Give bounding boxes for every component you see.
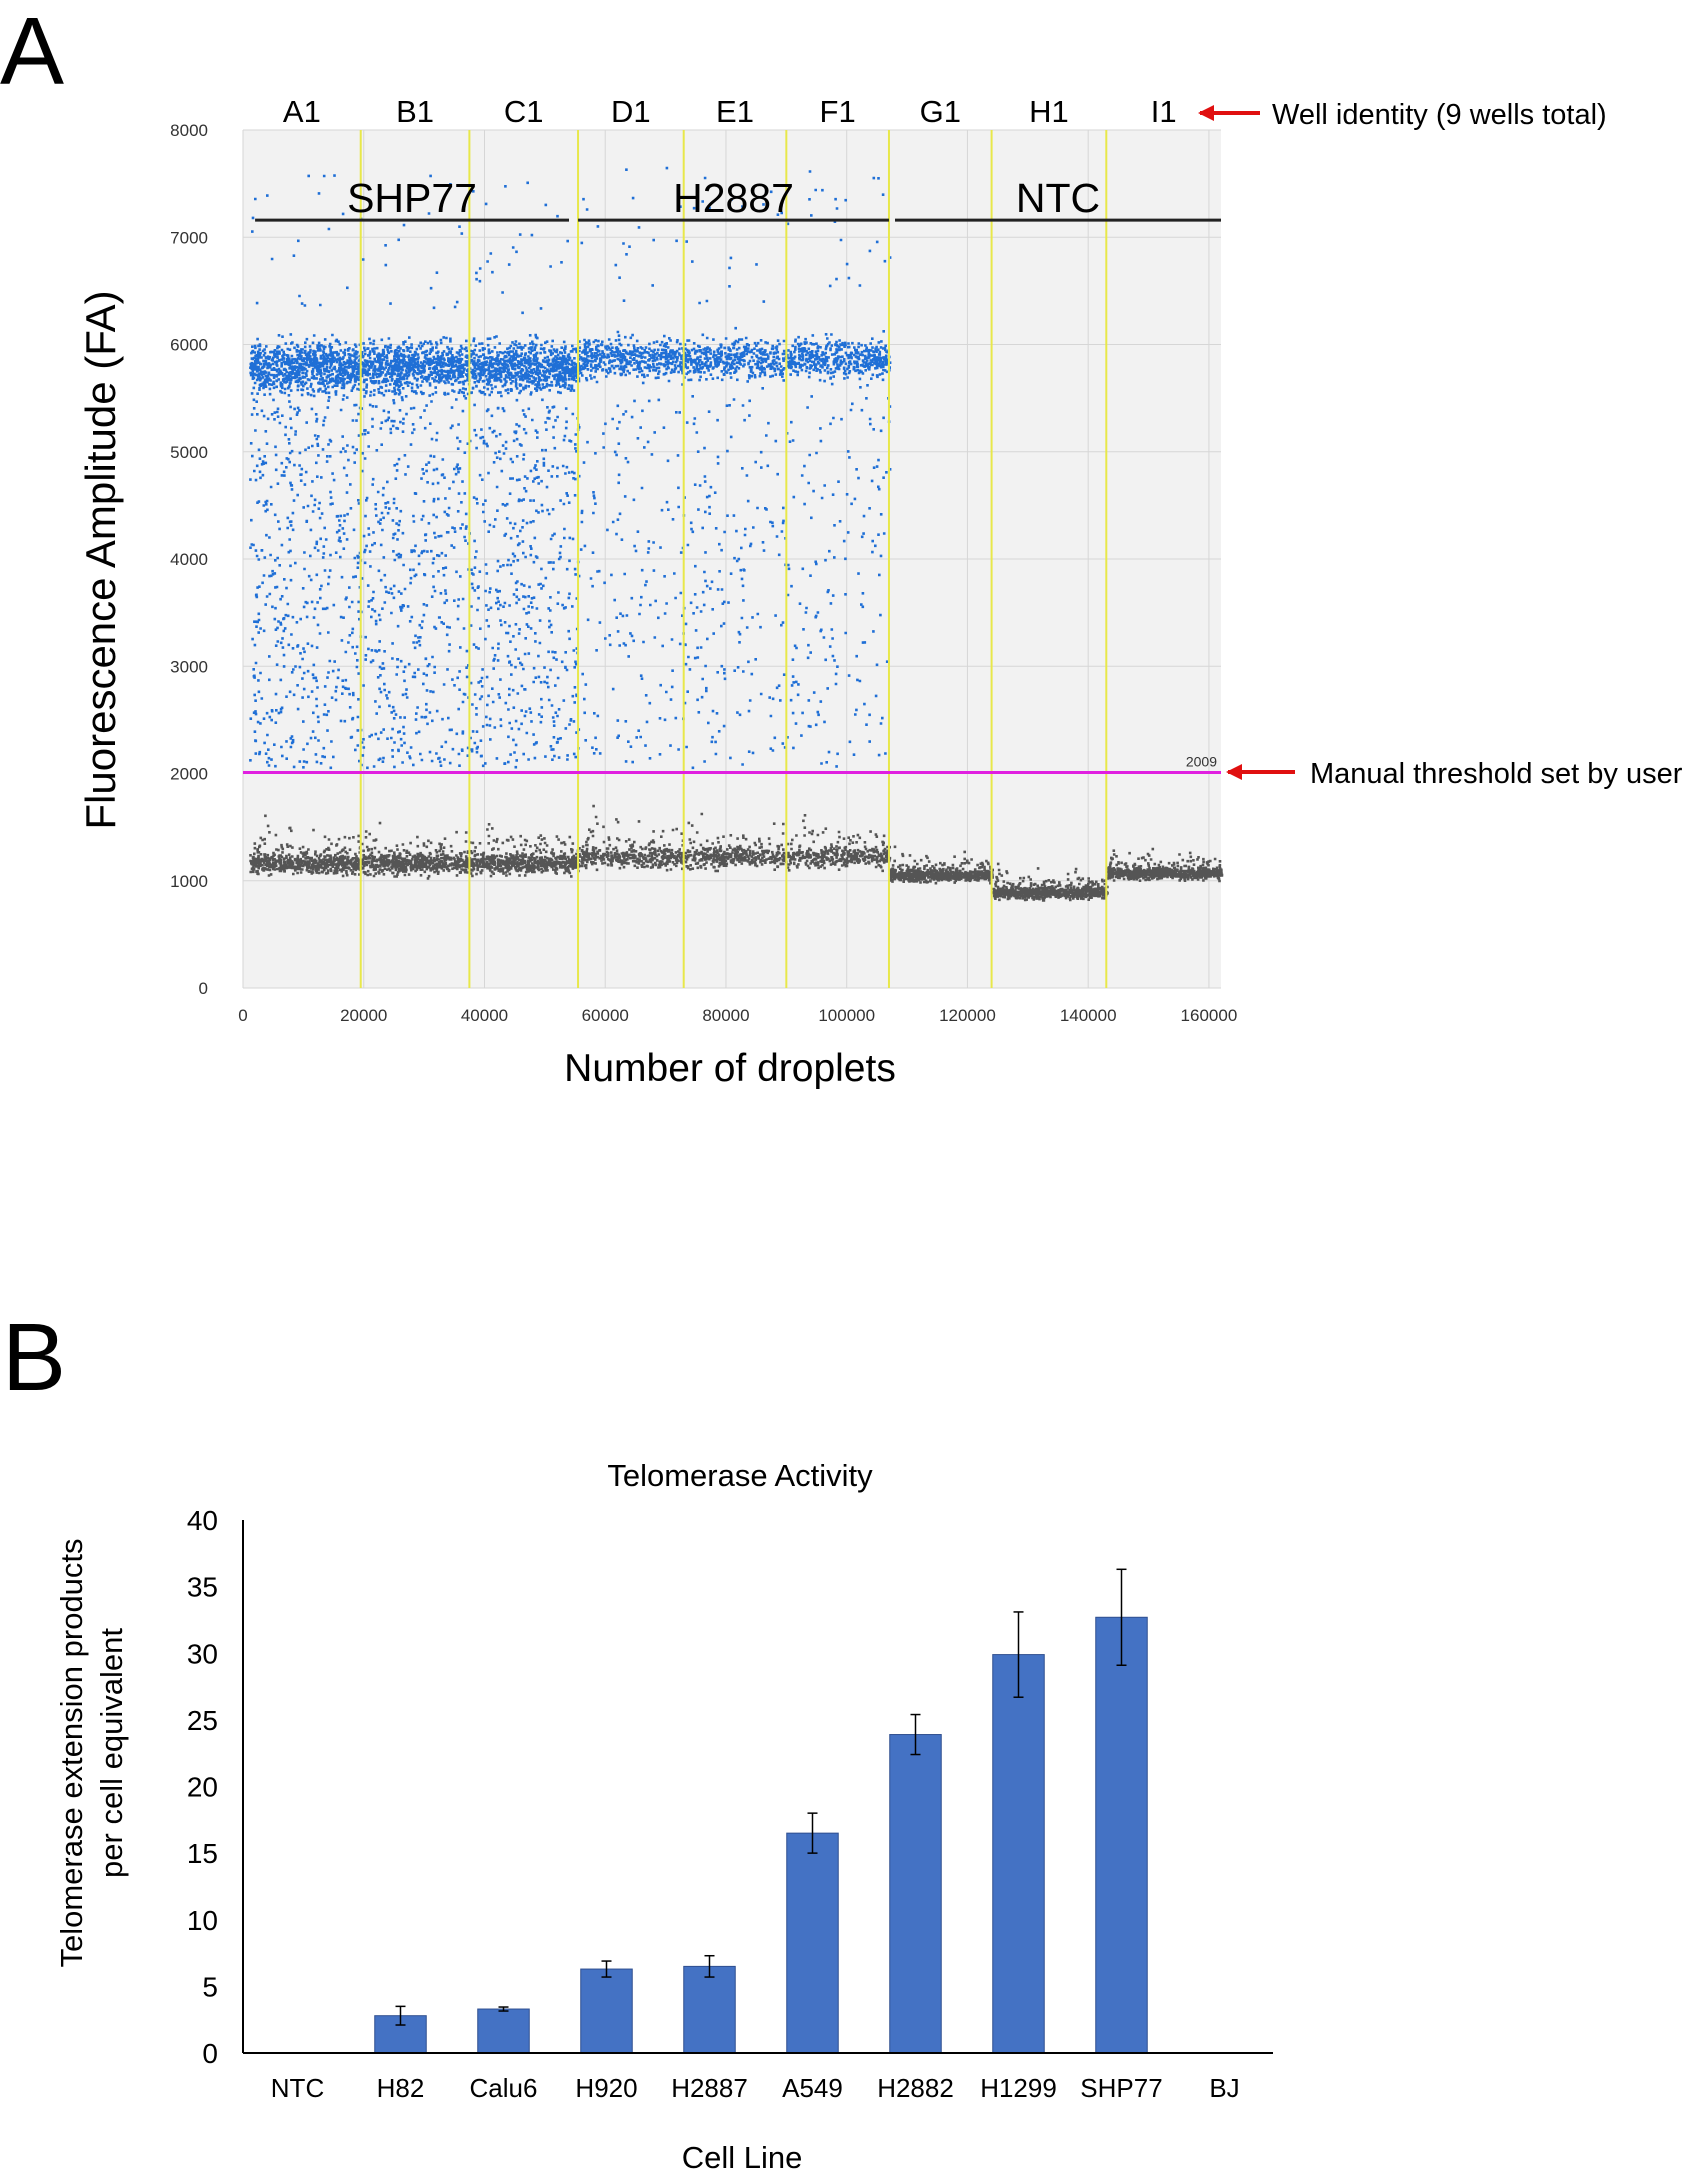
y-tick-label-b: 35 xyxy=(187,1572,218,1603)
y-tick-label-b: 25 xyxy=(187,1705,218,1736)
category-label: H920 xyxy=(575,2073,637,2103)
category-label: H2882 xyxy=(877,2073,954,2103)
category-label: H2887 xyxy=(671,2073,748,2103)
panel-b-label: B xyxy=(2,1304,66,1411)
x-tick-label-a: 60000 xyxy=(582,1006,629,1025)
bar xyxy=(1095,1616,1148,2054)
red-arrowhead-well xyxy=(1198,105,1214,121)
category-label: A549 xyxy=(782,2073,843,2103)
y-tick-label-b: 0 xyxy=(202,2038,218,2069)
x-tick-label-a: 120000 xyxy=(939,1006,996,1025)
well-label: B1 xyxy=(396,94,434,129)
x-tick-label-a: 20000 xyxy=(340,1006,387,1025)
bars xyxy=(374,1568,1148,2054)
sample-group-label: NTC xyxy=(1016,175,1100,221)
bar xyxy=(683,1965,736,2054)
y-tick-label-a: 1000 xyxy=(170,872,208,891)
x-axis-ticks-a: 0 20000 40000 60000 80000 100000 120000 140000 1… xyxy=(238,1006,1237,1025)
bar xyxy=(786,1832,839,2054)
threshold-annotation-text: Manual threshold set by user xyxy=(1310,758,1683,790)
panel-a-label: A xyxy=(0,0,64,105)
well-label: G1 xyxy=(920,94,961,129)
well-boundaries xyxy=(359,130,1108,988)
negative-droplet-cluster xyxy=(249,814,581,880)
sample-group-label: H2887 xyxy=(673,175,794,221)
x-axis-title-b: Cell Line xyxy=(682,2140,803,2173)
category-labels: NTC H82 Calu6 H920 H2887 A549 H2882 H1299 SHP77 B… xyxy=(271,2073,1240,2103)
y-tick-label-a: 7000 xyxy=(170,228,208,247)
telomerase-bar-chart: Telomerase Activity 0 5 10 15 20 25 30 35 40 NTC… xyxy=(54,1458,1273,2173)
well-label: A1 xyxy=(283,94,321,129)
red-arrowhead-threshold xyxy=(1226,764,1242,780)
category-label: H1299 xyxy=(980,2073,1057,2103)
y-tick-label-a: 4000 xyxy=(170,550,208,569)
y-tick-label-b: 40 xyxy=(187,1505,218,1536)
y-tick-label-b: 5 xyxy=(202,1971,218,2002)
y-tick-label-b: 10 xyxy=(187,1905,218,1936)
positive-droplet-cluster xyxy=(249,174,581,770)
y-axis-title-a: Fluorescence Amplitude (FA) xyxy=(77,290,124,829)
bar xyxy=(580,1968,633,2054)
droplet-plot: SHP77 H2887 NTC 2009 0 1000 2000 3000 4000 5000… xyxy=(77,94,1683,1090)
y-axis-title-b-line1: Telomerase extension products xyxy=(54,1538,89,1967)
well-identity-annotation: Well identity (9 wells total) xyxy=(1198,99,1607,131)
x-tick-label-a: 0 xyxy=(238,1006,247,1025)
droplet-points xyxy=(249,166,1224,902)
x-tick-label-a: 40000 xyxy=(461,1006,508,1025)
y-axis-title-b-line2: per cell equivalent xyxy=(94,1628,129,1878)
x-tick-label-a: 140000 xyxy=(1060,1006,1117,1025)
y-tick-label-a: 5000 xyxy=(170,443,208,462)
threshold-annotation: Manual threshold set by user xyxy=(1226,758,1683,790)
bar xyxy=(889,1734,942,2054)
y-axis-ticks-a: 0 1000 2000 3000 4000 5000 6000 7000 8000 xyxy=(170,121,208,998)
negative-droplet-cluster xyxy=(1106,847,1224,883)
y-tick-label-a: 6000 xyxy=(170,336,208,355)
well-label: C1 xyxy=(504,94,544,129)
sample-group-label: SHP77 xyxy=(347,175,477,221)
x-tick-label-a: 160000 xyxy=(1181,1006,1238,1025)
x-tick-label-a: 80000 xyxy=(702,1006,749,1025)
well-label: F1 xyxy=(820,94,856,129)
well-label: I1 xyxy=(1151,94,1177,129)
bar xyxy=(477,2008,530,2054)
y-tick-label-a: 3000 xyxy=(170,657,208,676)
category-label: SHP77 xyxy=(1080,2073,1162,2103)
negative-droplet-cluster xyxy=(991,862,1109,902)
y-tick-label-a: 8000 xyxy=(170,121,208,140)
x-tick-label-a: 100000 xyxy=(818,1006,875,1025)
y-axis-ticks-b: 0 5 10 15 20 25 30 35 40 xyxy=(187,1505,218,2069)
well-label: E1 xyxy=(716,94,754,129)
well-label: H1 xyxy=(1029,94,1069,129)
category-label: BJ xyxy=(1209,2073,1239,2103)
sample-groups: SHP77 H2887 NTC xyxy=(255,175,1221,222)
bar xyxy=(992,1654,1045,2054)
negative-droplet-cluster xyxy=(578,804,892,873)
category-label: Calu6 xyxy=(470,2073,538,2103)
well-identity-text: Well identity (9 wells total) xyxy=(1272,99,1607,131)
category-label: H82 xyxy=(377,2073,425,2103)
threshold-value-label: 2009 xyxy=(1186,754,1217,770)
y-tick-label-a: 2000 xyxy=(170,765,208,784)
well-labels: A1 B1 C1 D1 E1 F1 G1 H1 I1 xyxy=(283,94,1177,129)
y-tick-label-b: 20 xyxy=(187,1772,218,1803)
chart-b-title: Telomerase Activity xyxy=(607,1458,873,1493)
well-label: D1 xyxy=(611,94,651,129)
negative-droplet-cluster xyxy=(889,845,994,885)
y-tick-label-b: 15 xyxy=(187,1838,218,1869)
y-tick-label-b: 30 xyxy=(187,1638,218,1669)
y-tick-label-a: 0 xyxy=(199,979,208,998)
category-label: NTC xyxy=(271,2073,324,2103)
x-axis-title-a: Number of droplets xyxy=(564,1047,896,1090)
